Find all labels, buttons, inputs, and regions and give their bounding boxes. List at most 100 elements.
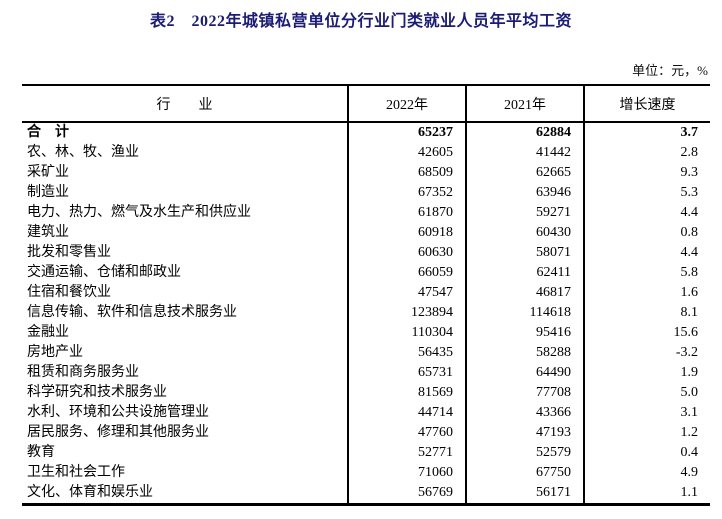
value-2022-cell: 47760: [348, 423, 467, 443]
table-row: 批发和零售业 60630 58071 4.4: [22, 243, 710, 263]
growth-cell: 4.9: [680, 465, 699, 480]
industry-cell: 农、林、牧、渔业: [22, 143, 349, 163]
value-2022-cell: 65731: [348, 363, 467, 383]
industry-cell: 教育: [22, 443, 349, 463]
industry-cell: 租赁和商务服务业: [22, 363, 349, 383]
industry-cell: 制造业: [22, 183, 349, 203]
industry-cell: 卫生和社会工作: [22, 463, 349, 483]
value-2021-cell: 95416: [466, 323, 585, 343]
value-2022-cell: 81569: [348, 383, 467, 403]
value-2021-cell: 77708: [466, 383, 585, 403]
growth-cell: 0.8: [680, 225, 699, 240]
value-2022-cell: 56769: [348, 483, 467, 505]
value-2021-cell: 62665: [466, 163, 585, 183]
industry-cell: 合 计: [22, 122, 349, 143]
table-row: 制造业 67352 63946 5.3: [22, 183, 710, 203]
value-2022-cell: 52771: [348, 443, 467, 463]
table-row: 卫生和社会工作 71060 67750 4.9: [22, 463, 710, 483]
industry-cell: 文化、体育和娱乐业: [22, 483, 349, 505]
growth-cell: 1.2: [680, 425, 699, 440]
table-section: 单位：元，% 行 业 2022年 2021年 增长速度 合 计 65237 6288…: [22, 58, 710, 506]
table-row: 住宿和餐饮业 47547 46817 1.6: [22, 283, 710, 303]
industry-cell: 房地产业: [22, 343, 349, 363]
value-2022-cell: 42605: [348, 143, 467, 163]
industry-cell: 批发和零售业: [22, 243, 349, 263]
header-year-2021: 2021年: [466, 85, 585, 123]
industry-cell: 采矿业: [22, 163, 349, 183]
industry-cell: 交通运输、仓储和邮政业: [22, 263, 349, 283]
table-body: 合 计 65237 62884 3.7 农、林、牧、渔业 42605 41442 2.8 采矿业…: [22, 122, 710, 505]
industry-cell: 住宿和餐饮业: [22, 283, 349, 303]
value-2021-cell: 52579: [466, 443, 585, 463]
growth-cell: 9.3: [680, 165, 699, 180]
table-row: 教育 52771 52579 0.4: [22, 443, 710, 463]
value-2022-cell: 68509: [348, 163, 467, 183]
value-2021-cell: 56171: [466, 483, 585, 505]
industry-cell: 居民服务、修理和其他服务业: [22, 423, 349, 443]
value-2022-cell: 71060: [348, 463, 467, 483]
value-2021-cell: 64490: [466, 363, 585, 383]
industry-cell: 金融业: [22, 323, 349, 343]
industry-cell: 科学研究和技术服务业: [22, 383, 349, 403]
table-row: 居民服务、修理和其他服务业 47760 47193 1.2: [22, 423, 710, 443]
growth-cell: 5.8: [680, 265, 699, 280]
value-2021-cell: 63946: [466, 183, 585, 203]
table-row: 交通运输、仓储和邮政业 66059 62411 5.8: [22, 263, 710, 283]
header-year-2022: 2022年: [348, 85, 467, 123]
industry-cell: 建筑业: [22, 223, 349, 243]
table-row: 农、林、牧、渔业 42605 41442 2.8: [22, 143, 710, 163]
value-2022-cell: 60630: [348, 243, 467, 263]
growth-cell: 0.4: [680, 445, 699, 460]
growth-cell: 8.1: [680, 305, 699, 320]
header-industry: 行 业: [22, 85, 349, 123]
table-row: 租赁和商务服务业 65731 64490 1.9: [22, 363, 710, 383]
industry-cell: 水利、环境和公共设施管理业: [22, 403, 349, 423]
value-2022-cell: 44714: [348, 403, 467, 423]
table-row: 信息传输、软件和信息技术服务业 123894 114618 8.1: [22, 303, 710, 323]
growth-cell: 1.9: [680, 365, 699, 380]
value-2021-cell: 62884: [466, 122, 585, 143]
value-2022-cell: 61870: [348, 203, 467, 223]
growth-cell: 1.1: [680, 485, 699, 500]
table-row: 文化、体育和娱乐业 56769 56171 1.1: [22, 483, 710, 505]
page-title: 表2 2022年城镇私营单位分行业门类就业人员年平均工资: [149, 13, 572, 30]
table-row: 金融业 110304 95416 15.6: [22, 323, 710, 343]
value-2022-cell: 67352: [348, 183, 467, 203]
value-2021-cell: 59271: [466, 203, 585, 223]
value-2021-cell: 41442: [466, 143, 585, 163]
growth-cell: 5.3: [680, 185, 699, 200]
growth-cell: 4.4: [680, 245, 699, 260]
growth-cell: 4.4: [680, 205, 699, 220]
table-row: 电力、热力、燃气及水生产和供应业 61870 59271 4.4: [22, 203, 710, 223]
value-2022-cell: 47547: [348, 283, 467, 303]
header-row: 行 业 2022年 2021年 增长速度: [22, 85, 710, 123]
value-2021-cell: 60430: [466, 223, 585, 243]
wage-table: 行 业 2022年 2021年 增长速度 合 计 65237 62884 3.7 农、林…: [22, 84, 710, 506]
value-2022-cell: 60918: [348, 223, 467, 243]
table-row: 水利、环境和公共设施管理业 44714 43366 3.1: [22, 403, 710, 423]
table-row: 科学研究和技术服务业 81569 77708 5.0: [22, 383, 710, 403]
growth-cell: 2.8: [680, 145, 699, 160]
table-row: 房地产业 56435 58288 -3.2: [22, 343, 710, 363]
unit-note: 单位：元，%: [632, 63, 708, 78]
table-row: 采矿业 68509 62665 9.3: [22, 163, 710, 183]
growth-cell: 1.6: [680, 285, 699, 300]
growth-cell: -3.2: [675, 345, 698, 360]
value-2021-cell: 43366: [466, 403, 585, 423]
value-2022-cell: 123894: [348, 303, 467, 323]
value-2021-cell: 58288: [466, 343, 585, 363]
growth-cell: 3.7: [680, 125, 699, 140]
value-2021-cell: 58071: [466, 243, 585, 263]
industry-cell: 电力、热力、燃气及水生产和供应业: [22, 203, 349, 223]
header-growth: 增长速度: [584, 85, 710, 123]
value-2021-cell: 62411: [466, 263, 585, 283]
value-2022-cell: 65237: [348, 122, 467, 143]
value-2021-cell: 114618: [466, 303, 585, 323]
growth-cell: 5.0: [680, 385, 699, 400]
value-2021-cell: 46817: [466, 283, 585, 303]
table-header: 行 业 2022年 2021年 增长速度: [22, 85, 710, 123]
value-2022-cell: 56435: [348, 343, 467, 363]
value-2021-cell: 67750: [466, 463, 585, 483]
table-row: 合 计 65237 62884 3.7: [22, 122, 710, 143]
